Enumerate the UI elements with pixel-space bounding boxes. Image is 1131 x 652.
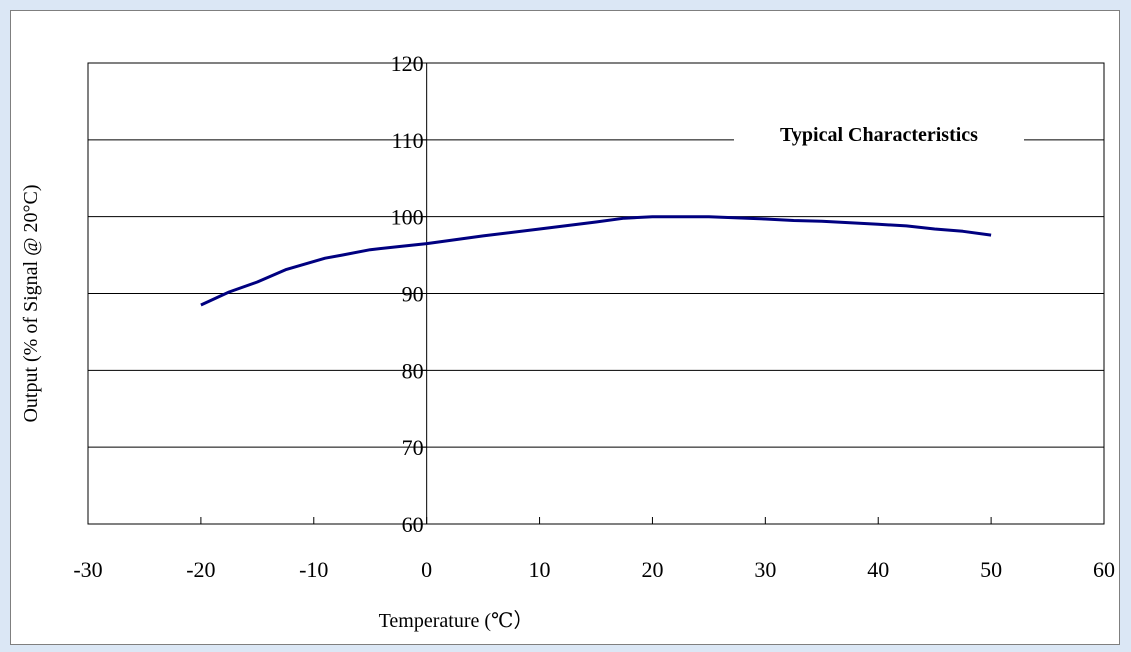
x-tick-label: 20: [641, 557, 663, 582]
x-tick-label: 40: [867, 557, 889, 582]
y-tick-label: 60: [402, 512, 424, 537]
y-tick-label: 80: [402, 358, 424, 383]
gridlines: [88, 139, 1104, 448]
x-tick-label: 30: [754, 557, 776, 582]
x-tick-label: -20: [186, 557, 215, 582]
x-tick-label: 50: [980, 557, 1002, 582]
y-tick-label: 90: [402, 282, 424, 307]
series-layer: [200, 215, 992, 307]
x-tick-label: 10: [529, 557, 551, 582]
x-axis-ticks: -30 -20 -10 0 10 20 30 40 50 60: [73, 517, 1115, 582]
chart-title: Typical Characteristics: [780, 124, 978, 146]
plot-area-border: [87, 62, 1105, 525]
chart-title-background: [734, 121, 1024, 155]
y-tick-label: 70: [402, 435, 424, 460]
series-line: [200, 215, 992, 307]
y-tick-label: 110: [391, 128, 423, 153]
y-tick-label: 120: [391, 51, 424, 76]
x-tick-label: 0: [421, 557, 432, 582]
x-tick-label: -30: [73, 557, 102, 582]
line-chart: -30 -20 -10 0 10 20 30 40 50 60 60 70 80 90 100 110 120…: [20, 51, 1115, 632]
y-tick-label: 100: [391, 205, 424, 230]
y-axis-ticks: 60 70 80 90 100 110 120: [391, 51, 427, 537]
x-axis-label: Temperature (℃）: [379, 609, 534, 632]
x-tick-label: -10: [299, 557, 328, 582]
y-axis-label: Output (% of Signal @ 20°C): [20, 184, 42, 422]
x-tick-label: 60: [1093, 557, 1115, 582]
chart-area: -30 -20 -10 0 10 20 30 40 50 60 60 70 80 90 100 110 120…: [10, 10, 1120, 645]
